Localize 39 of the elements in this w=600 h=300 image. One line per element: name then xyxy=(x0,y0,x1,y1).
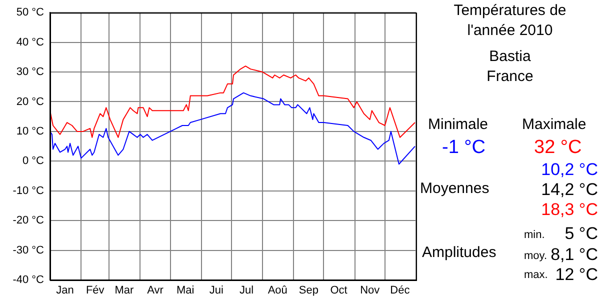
text: Minimale xyxy=(428,116,488,133)
text: 14,2 °C xyxy=(541,180,598,200)
x-tick-label: Fév xyxy=(86,284,105,297)
y-tick-label: 30 °C xyxy=(16,66,44,78)
text: min. xyxy=(524,229,545,241)
y-tick-label: 20 °C xyxy=(16,96,44,108)
text: Amplitudes xyxy=(422,244,496,261)
x-tick-label: Jui xyxy=(209,284,224,297)
x-tick-label: Nov xyxy=(360,284,380,297)
text: Températures de l'année 2010 xyxy=(452,1,568,41)
y-tick-label: 50 °C xyxy=(16,6,44,19)
text: 32 °C xyxy=(534,137,582,159)
x-tick-label: Jan xyxy=(56,284,74,297)
x-tick-label: Jul xyxy=(240,284,254,297)
y-tick-label: -40 °C xyxy=(12,274,44,286)
y-tick-label: -10 °C xyxy=(12,184,44,197)
text: Bastia France xyxy=(486,47,534,87)
x-tick-label: Oct xyxy=(330,284,348,297)
x-tick-label: Sep xyxy=(298,284,318,297)
text: 8,1 °C xyxy=(550,245,598,265)
x-tick-label: Aoû xyxy=(268,284,288,297)
x-tick-label: Avr xyxy=(147,284,164,297)
y-tick-label: 40 °C xyxy=(16,36,44,48)
y-tick-label: -30 °C xyxy=(12,244,44,256)
text: Maximale xyxy=(522,116,586,133)
y-tick-label: -20 °C xyxy=(12,214,44,227)
x-tick-label: Déc xyxy=(390,284,410,297)
text: max. xyxy=(524,269,548,281)
text: 12 °C xyxy=(555,265,598,285)
text: Moyennes xyxy=(420,180,490,197)
x-tick-label: Mar xyxy=(114,284,134,297)
text: -1 °C xyxy=(442,137,486,159)
text: 5 °C xyxy=(564,224,598,244)
y-tick-label: 0 °C xyxy=(22,155,44,168)
text: 10,2 °C xyxy=(541,160,598,180)
y-tick-label: 10 °C xyxy=(16,125,44,138)
x-tick-label: Mai xyxy=(176,284,194,297)
text: moy. xyxy=(524,250,548,262)
text: 18,3 °C xyxy=(541,200,598,220)
